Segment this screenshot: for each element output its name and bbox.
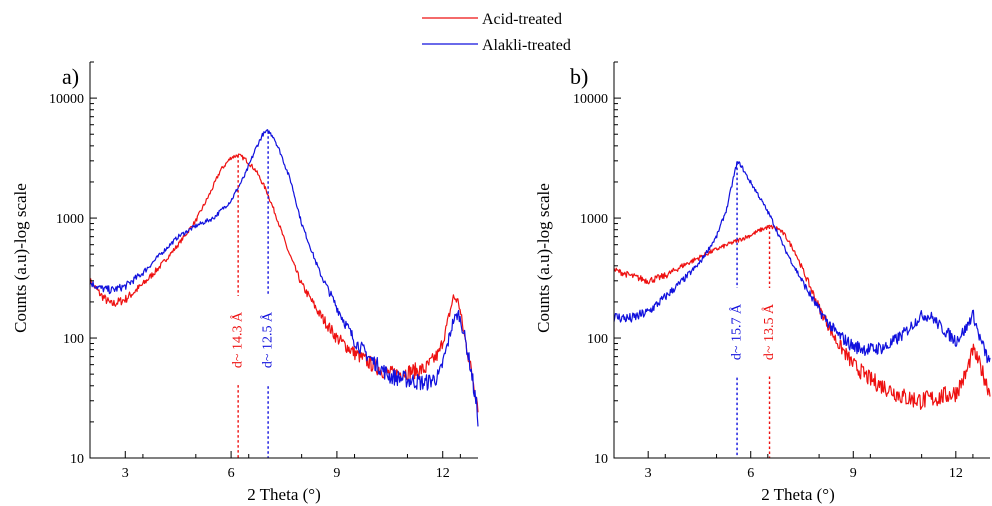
panel-a: a) d~ 14.3 Å d~ 12.5 Å 3 6 9 12 10 100 1000 1000… bbox=[11, 61, 479, 504]
series-line-acid bbox=[89, 153, 479, 413]
y-tick-label: 1000 bbox=[580, 212, 608, 227]
peak-label-bg bbox=[229, 296, 248, 384]
x-tick-label: 9 bbox=[850, 466, 857, 481]
axes: 3 6 9 12 10 100 1000 10000 bbox=[573, 61, 990, 481]
x-tick-label: 9 bbox=[333, 466, 340, 481]
y-tick-label: 10 bbox=[594, 452, 608, 467]
y-tick-label: 10000 bbox=[573, 92, 608, 107]
x-tick-label: 12 bbox=[949, 466, 963, 481]
peak-label-bg bbox=[259, 296, 278, 384]
peak-label: d~ 12.5 Å bbox=[260, 311, 276, 368]
plot-area: d~ 14.3 Å d~ 12.5 Å bbox=[89, 129, 479, 458]
peak-label: d~ 13.5 Å bbox=[761, 303, 777, 360]
x-tick-label: 3 bbox=[122, 466, 129, 481]
series-line-acid bbox=[613, 224, 991, 410]
y-tick-label: 10000 bbox=[49, 92, 84, 107]
y-tick-label: 1000 bbox=[56, 212, 84, 227]
y-tick-label: 10 bbox=[70, 452, 84, 467]
y-axis-label: Counts (a.u)-log scale bbox=[11, 183, 30, 333]
legend-label-acid: Acid-treated bbox=[482, 11, 562, 28]
axis-frame bbox=[613, 62, 990, 459]
x-tick-label: 6 bbox=[228, 466, 235, 481]
peak-label: d~ 15.7 Å bbox=[729, 303, 745, 360]
series-line-alkali bbox=[613, 161, 991, 364]
y-tick-label: 100 bbox=[587, 332, 608, 347]
x-tick-label: 6 bbox=[747, 466, 754, 481]
axis-frame bbox=[89, 62, 478, 459]
panel-label: b) bbox=[570, 64, 588, 89]
series-line-alkali bbox=[89, 129, 479, 427]
peak-label-bg bbox=[728, 288, 747, 376]
axes: 3 6 9 12 10 100 1000 10000 bbox=[49, 61, 478, 481]
x-axis-label: 2 Theta (°) bbox=[247, 485, 321, 504]
x-tick-label: 12 bbox=[436, 466, 450, 481]
y-axis-label: Counts (a.u)-log scale bbox=[534, 183, 553, 333]
x-tick-label: 3 bbox=[645, 466, 652, 481]
legend: Acid-treated Alakli-treated bbox=[422, 11, 571, 54]
panel-b: b) d~ 15.7 Å d~ 13.5 Å 3 6 9 12 10 100 1000 1000… bbox=[534, 61, 991, 504]
panel-label: a) bbox=[62, 64, 79, 89]
legend-label-alkali: Alakli-treated bbox=[482, 37, 571, 54]
x-axis-label: 2 Theta (°) bbox=[761, 485, 835, 504]
plot-area: d~ 15.7 Å d~ 13.5 Å bbox=[613, 161, 991, 458]
peak-label: d~ 14.3 Å bbox=[230, 311, 246, 368]
peak-label-bg bbox=[760, 288, 779, 376]
y-tick-label: 100 bbox=[63, 332, 84, 347]
